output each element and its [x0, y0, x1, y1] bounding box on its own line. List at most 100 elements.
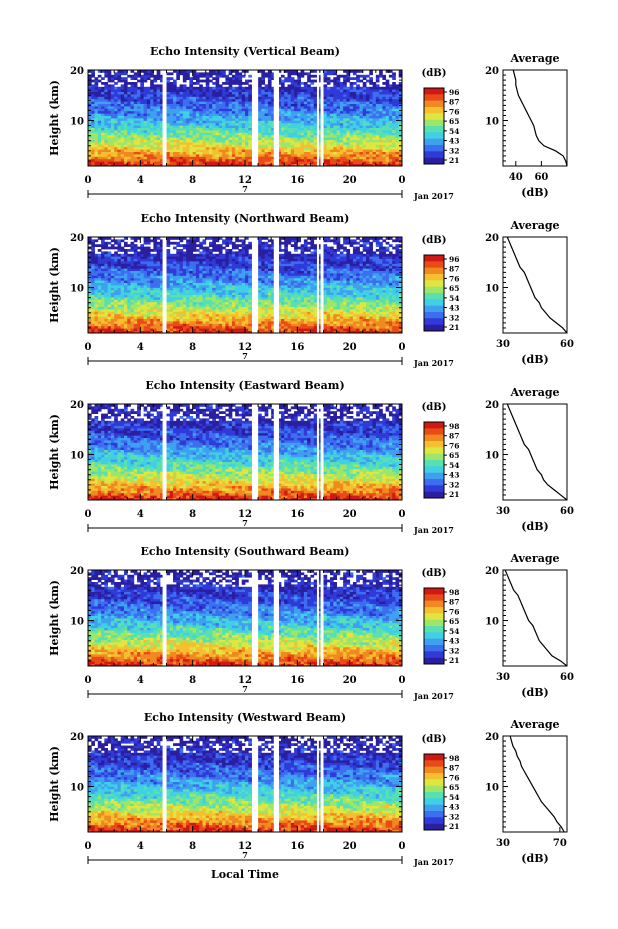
heatmap-cell	[176, 158, 180, 162]
heatmap-cell	[104, 137, 109, 140]
heatmap-cell	[369, 82, 373, 85]
heatmap-cell	[379, 142, 383, 145]
heatmap-cell	[225, 142, 230, 145]
heatmap-cell	[209, 130, 213, 133]
heatmap-cell	[369, 313, 373, 317]
heatmap-cell	[287, 96, 292, 100]
heatmap-cell	[140, 330, 144, 334]
heatmap-cell	[218, 323, 223, 327]
heatmap-cell	[173, 154, 177, 157]
heatmap-cell	[173, 96, 177, 100]
heatmap-cell	[339, 103, 344, 107]
heatmap-cell	[238, 316, 243, 319]
heatmap-cell	[156, 330, 161, 334]
heatmap-cell	[375, 134, 380, 138]
heatmap-cell	[182, 325, 187, 329]
heatmap-cell	[153, 299, 158, 303]
heatmap-cell	[107, 154, 112, 157]
heatmap-cell	[218, 294, 223, 298]
heatmap-cell	[133, 142, 138, 145]
heatmap-cell	[186, 299, 190, 303]
heatmap-cell	[88, 313, 92, 317]
heatmap-cell	[362, 313, 367, 317]
heatmap-cell	[352, 132, 357, 136]
heatmap-cell	[202, 146, 207, 150]
heatmap-cell	[264, 127, 269, 131]
heatmap-cell	[186, 72, 190, 76]
heatmap-cell	[267, 158, 272, 162]
heatmap-cell	[133, 86, 138, 90]
heatmap-cell	[127, 108, 131, 112]
heatmap-cell	[375, 158, 380, 162]
heatmap-cell	[310, 103, 315, 107]
heatmap-cell	[297, 91, 301, 95]
heatmap-cell	[388, 98, 393, 102]
heatmap-cell	[150, 70, 154, 73]
heatmap-cell	[307, 106, 311, 109]
heatmap-cell	[120, 91, 125, 95]
heatmap-cell	[241, 113, 246, 116]
heatmap-cell	[336, 91, 341, 95]
heatmap-cell	[245, 137, 249, 140]
heatmap-cell	[228, 151, 233, 155]
heatmap-cell	[186, 113, 190, 116]
heatmap-cell	[218, 158, 223, 162]
heatmap-cell	[176, 120, 180, 124]
heatmap-cell	[280, 98, 285, 102]
heatmap-cell	[287, 151, 292, 155]
heatmap-cell	[245, 139, 249, 143]
heatmap-cell	[212, 118, 216, 121]
heatmap-cell	[222, 101, 226, 104]
heatmap-cell	[395, 297, 400, 300]
heatmap-cell	[215, 70, 220, 73]
heatmap-cell	[382, 139, 387, 143]
heatmap-cell	[166, 77, 171, 80]
heatmap-cell	[140, 91, 144, 95]
heatmap-cell	[195, 301, 200, 305]
heatmap-cell	[91, 70, 95, 73]
heatmap-cell	[238, 328, 243, 331]
heatmap-cell	[173, 325, 177, 329]
heatmap-cell	[137, 86, 141, 90]
heatmap-cell	[303, 316, 308, 319]
heatmap-cell	[159, 158, 164, 162]
heatmap-cell	[271, 154, 275, 157]
heatmap-cell	[349, 144, 354, 148]
heatmap-cell	[228, 89, 233, 92]
heatmap-cell	[356, 118, 360, 121]
heatmap-cell	[398, 158, 403, 162]
heatmap-cell	[290, 304, 295, 307]
heatmap-cell	[133, 127, 138, 131]
heatmap-cell	[287, 72, 292, 76]
heatmap-cell	[231, 323, 236, 327]
heatmap-cell	[379, 130, 383, 133]
heatmap-cell	[107, 84, 112, 88]
heatmap-cell	[385, 70, 390, 73]
heatmap-cell	[156, 84, 161, 88]
heatmap-cell	[94, 321, 99, 324]
heatmap-cell	[143, 72, 148, 76]
heatmap-cell	[104, 161, 109, 164]
heatmap-cell	[176, 101, 180, 104]
heatmap-cell	[143, 98, 148, 102]
heatmap-cell	[300, 163, 305, 167]
heatmap-cell	[284, 151, 288, 155]
heatmap-cell	[261, 113, 266, 116]
colorbar-tick-label: 21	[449, 156, 459, 165]
heatmap-cell	[101, 156, 105, 160]
heatmap-cell	[395, 316, 400, 319]
heatmap-cell	[150, 313, 154, 317]
heatmap-cell	[349, 306, 354, 310]
heatmap-cell	[173, 89, 177, 92]
heatmap-cell	[349, 328, 354, 331]
heatmap-cell	[130, 142, 135, 145]
heatmap-cell	[169, 96, 174, 100]
heatmap-cell	[143, 94, 148, 97]
heatmap-cell	[123, 106, 128, 109]
heatmap-cell	[189, 149, 194, 152]
heatmap-cell	[127, 118, 131, 121]
heatmap-cell	[359, 304, 364, 307]
heatmap-cell	[241, 328, 246, 331]
heatmap-cell	[173, 91, 177, 95]
heatmap-cell	[362, 311, 367, 315]
